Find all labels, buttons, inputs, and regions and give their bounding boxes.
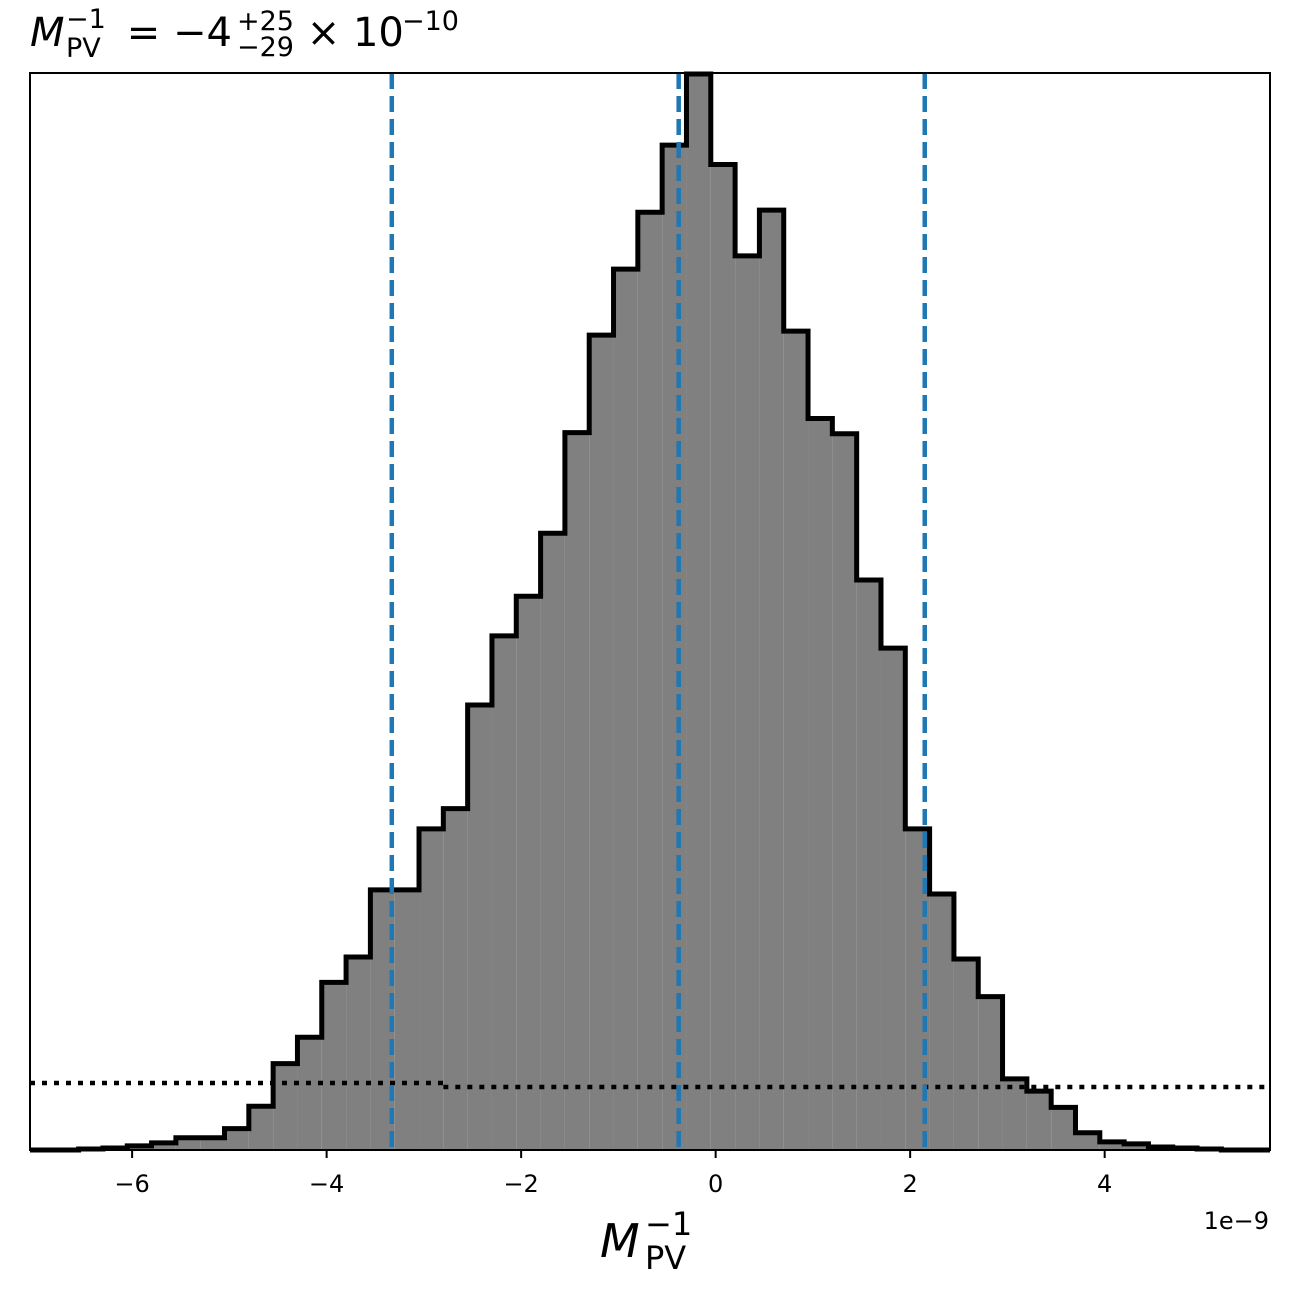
plot-frame bbox=[29, 72, 1271, 1151]
histogram-bar bbox=[905, 828, 930, 1150]
x-tick-label: −2 bbox=[503, 1170, 538, 1198]
histogram-bar bbox=[1051, 1107, 1076, 1150]
histogram-bar bbox=[686, 74, 711, 1151]
histogram-bar bbox=[467, 704, 492, 1150]
xlabel-subscript: PV bbox=[645, 1239, 686, 1277]
x-offset-label: 1e−9 bbox=[1204, 1207, 1269, 1235]
x-tick-label: 2 bbox=[903, 1170, 918, 1198]
histogram-bar bbox=[613, 269, 638, 1150]
histogram-bar bbox=[637, 212, 663, 1151]
title-error-plus: +25 bbox=[237, 6, 294, 37]
x-axis-label: M PV −1 bbox=[600, 1205, 692, 1277]
histogram-bar bbox=[564, 432, 590, 1150]
histogram-bar bbox=[589, 335, 614, 1151]
histogram-bar bbox=[321, 982, 347, 1150]
title-equals-value: = −4 bbox=[114, 10, 232, 56]
histogram-bar bbox=[856, 580, 881, 1150]
histogram-bar bbox=[394, 889, 420, 1150]
histogram-bar bbox=[175, 1137, 201, 1150]
histogram-bar bbox=[1002, 1078, 1027, 1150]
xlabel-symbol: M bbox=[600, 1214, 640, 1268]
histogram-bar bbox=[953, 958, 979, 1150]
histogram-bar bbox=[735, 255, 760, 1151]
histogram-bar bbox=[297, 1037, 322, 1150]
histogram-bar bbox=[491, 635, 517, 1150]
histogram-bar bbox=[832, 433, 857, 1151]
histogram-bar bbox=[419, 828, 444, 1150]
histogram-bars bbox=[30, 71, 1270, 1153]
histogram-bar bbox=[759, 210, 784, 1150]
histogram-bar bbox=[880, 648, 906, 1150]
histogram-bar bbox=[1124, 1143, 1149, 1150]
x-tick-label: −6 bbox=[114, 1170, 149, 1198]
x-tick-label: 0 bbox=[708, 1170, 723, 1198]
histogram-bar bbox=[783, 331, 809, 1150]
histogram-bar bbox=[978, 996, 1003, 1150]
title-exponent: −10 bbox=[402, 6, 459, 37]
histogram-outline bbox=[30, 71, 1270, 1153]
chart-title: M PV −1 = −4 +25 −29 × 10 −10 bbox=[30, 4, 459, 64]
title-times-ten: × 10 bbox=[294, 10, 404, 56]
histogram-bar bbox=[1099, 1141, 1125, 1150]
histogram-bar bbox=[200, 1137, 225, 1150]
histogram-bar bbox=[662, 145, 687, 1150]
histogram-bar bbox=[929, 893, 954, 1150]
x-tick-label: 4 bbox=[1097, 1170, 1112, 1198]
title-error-minus: −29 bbox=[237, 32, 294, 63]
xlabel-superscript: −1 bbox=[645, 1205, 692, 1243]
histogram-bar bbox=[151, 1142, 176, 1150]
histogram-bar bbox=[540, 533, 565, 1150]
histogram-bar bbox=[1026, 1091, 1052, 1150]
histogram-bar bbox=[224, 1128, 249, 1150]
histogram-bar bbox=[808, 418, 833, 1150]
histogram-bar bbox=[273, 1063, 298, 1150]
histogram-bar bbox=[516, 596, 541, 1150]
x-axis-ticks: −6 −4 −2 0 2 4 bbox=[114, 1150, 1112, 1198]
reference-lines bbox=[30, 73, 1270, 1150]
x-tick-label: −4 bbox=[309, 1170, 344, 1198]
histogram-bar bbox=[443, 808, 468, 1150]
histogram-bar bbox=[346, 956, 371, 1150]
title-subscript: PV bbox=[66, 33, 101, 64]
histogram-bar bbox=[248, 1106, 274, 1150]
title-superscript: −1 bbox=[66, 4, 106, 35]
histogram-bar bbox=[710, 164, 736, 1151]
histogram-bar bbox=[1075, 1132, 1100, 1150]
title-symbol: M bbox=[30, 10, 65, 56]
